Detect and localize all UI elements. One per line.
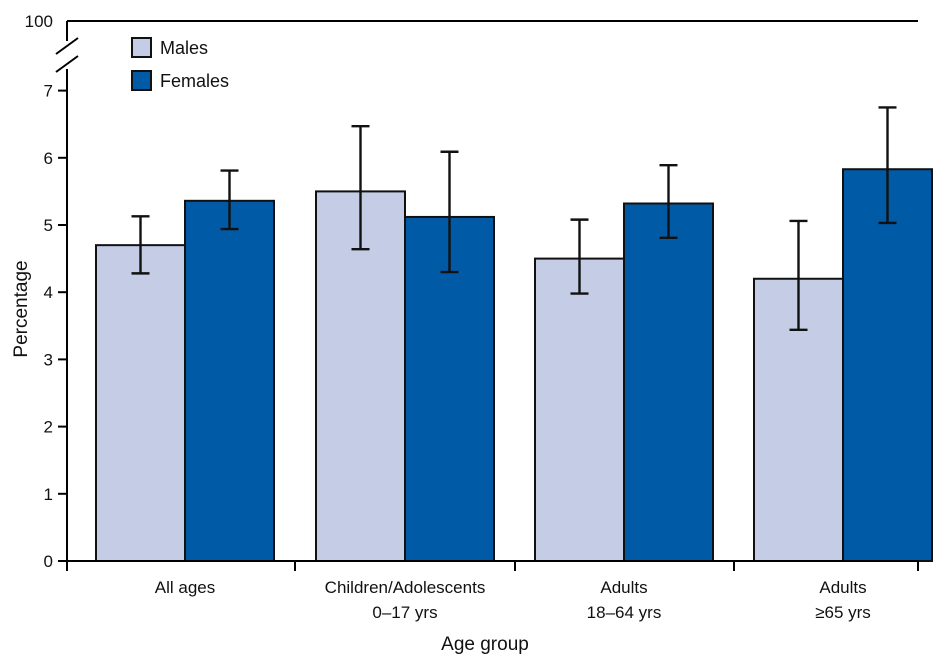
legend-label-females: Females — [160, 71, 229, 91]
bar-females-2 — [623, 202, 714, 562]
y-tick-label: 4 — [44, 283, 53, 302]
error-bar-males-1 — [351, 125, 370, 251]
error-bar-males-0 — [131, 215, 150, 275]
bar-males-0 — [95, 244, 186, 562]
bar-males-1 — [315, 190, 406, 562]
y-tick-label: 100 — [25, 12, 53, 31]
y-axis-break-mark — [55, 37, 79, 55]
error-bar-females-3 — [878, 106, 897, 225]
bar-females-0 — [184, 199, 275, 562]
error-bar-females-0 — [220, 169, 239, 231]
error-bar-males-3 — [789, 219, 808, 332]
error-bar-females-1 — [440, 150, 459, 274]
axes-layer: 0 1 2 3 4 5 6 7 100 All ages Children/Adolescents 0… — [25, 12, 919, 622]
x-category-label: Adults — [600, 578, 647, 597]
y-axis-break-mark — [55, 55, 79, 73]
x-category-label: All ages — [155, 578, 215, 597]
error-bar-females-2 — [659, 163, 678, 239]
bar-females-1 — [404, 215, 495, 562]
bar-females-3 — [842, 168, 933, 562]
legend-swatch-females — [131, 70, 152, 91]
y-tick-label: 7 — [44, 82, 53, 101]
y-axis-title: Percentage — [11, 260, 32, 357]
y-tick-label: 2 — [44, 418, 53, 437]
y-tick-label: 1 — [44, 485, 53, 504]
x-category-label: Children/Adolescents — [325, 578, 486, 597]
y-tick-label: 6 — [44, 149, 53, 168]
x-category-label: ≥65 yrs — [815, 603, 871, 622]
legend-swatch-males — [131, 37, 152, 58]
bars-layer — [95, 168, 933, 562]
error-bar-males-2 — [570, 218, 589, 295]
x-axis-title: Age group — [441, 634, 529, 654]
error-bars-layer — [131, 106, 897, 332]
y-tick-label: 0 — [44, 552, 53, 571]
x-category-label: 0–17 yrs — [372, 603, 437, 622]
bar-males-2 — [534, 257, 625, 562]
legend-label-males: Males — [160, 38, 208, 58]
x-category-label: Adults — [819, 578, 866, 597]
legend: Males Females — [131, 37, 229, 91]
y-tick-label: 3 — [44, 350, 53, 369]
y-tick-label: 5 — [44, 216, 53, 235]
x-category-label: 18–64 yrs — [587, 603, 662, 622]
